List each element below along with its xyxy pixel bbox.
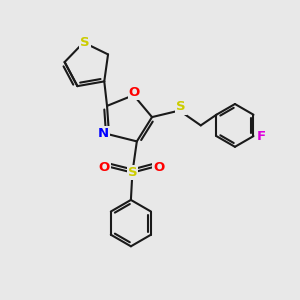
- Text: S: S: [128, 166, 137, 179]
- Text: N: N: [98, 128, 109, 140]
- Text: O: O: [154, 161, 165, 174]
- Text: O: O: [129, 86, 140, 99]
- Text: S: S: [80, 36, 90, 49]
- Text: F: F: [256, 130, 266, 142]
- Text: O: O: [99, 161, 110, 174]
- Text: S: S: [176, 100, 186, 113]
